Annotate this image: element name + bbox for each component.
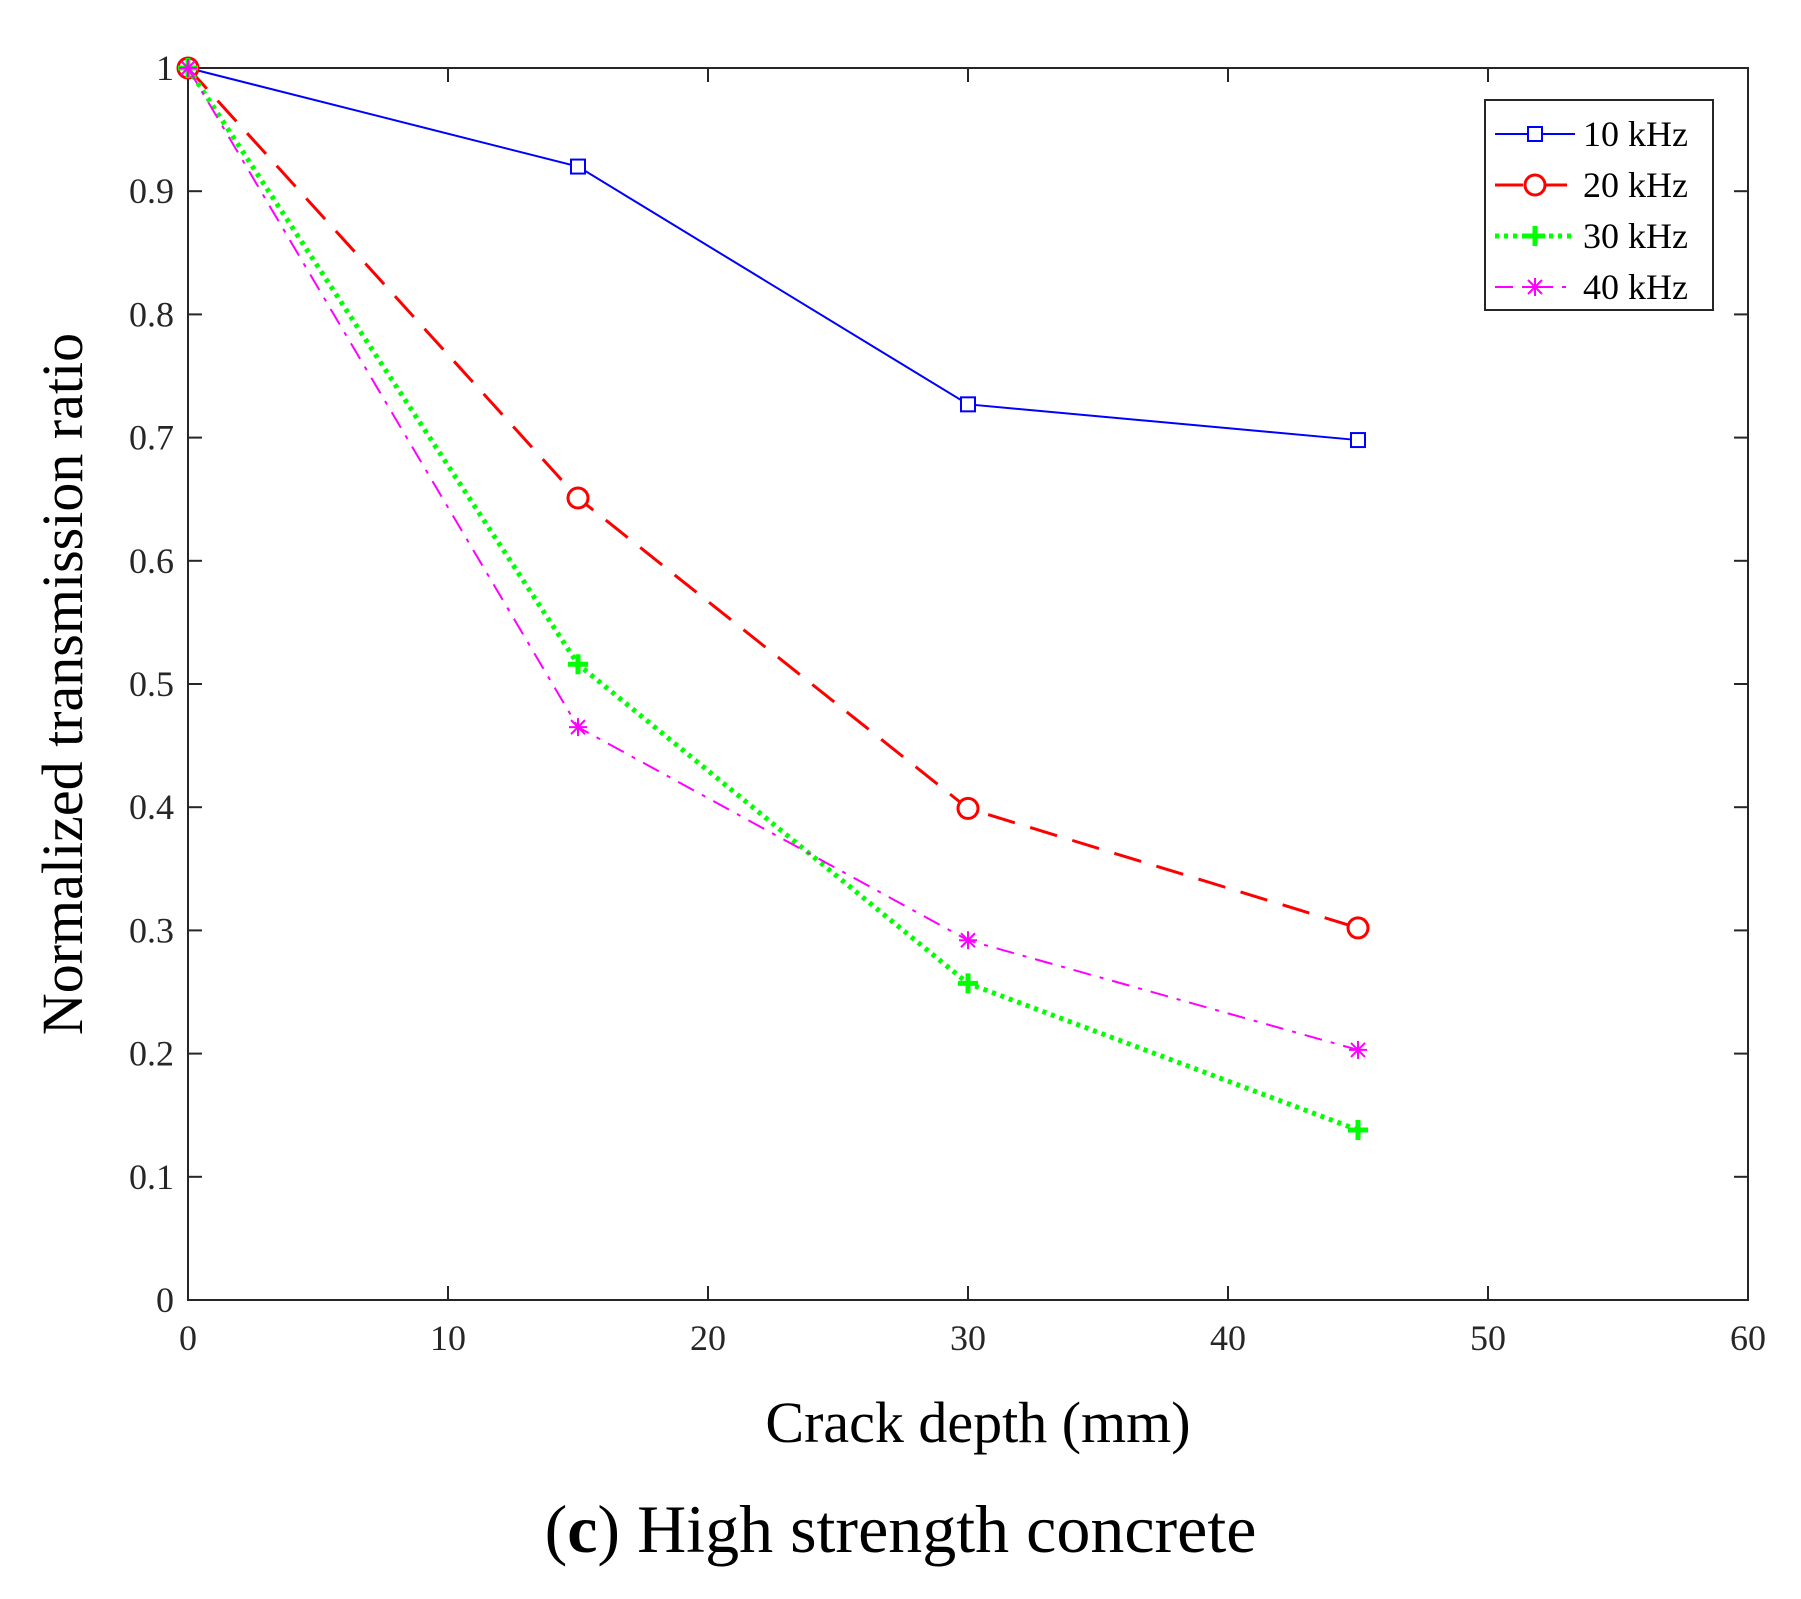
y-tick-label: 0.1 xyxy=(129,1157,174,1197)
legend-marker-10-khz xyxy=(1527,126,1543,142)
data-point-30-khz xyxy=(1348,1119,1368,1140)
legend-label-10-khz: 10 kHz xyxy=(1583,114,1688,154)
legend-entry-40-khz: 40 kHz xyxy=(1495,267,1688,307)
caption-open-paren: ( xyxy=(544,1491,568,1567)
marker-square xyxy=(1527,126,1543,142)
series-20-khz xyxy=(176,56,1370,940)
legend-entry-10-khz: 10 kHz xyxy=(1495,114,1688,154)
x-tick-label: 10 xyxy=(430,1318,466,1358)
marker-square xyxy=(570,158,586,175)
y-tick-label: 0.2 xyxy=(129,1034,174,1074)
legend-label-40-khz: 40 kHz xyxy=(1583,267,1688,307)
legend-entry-30-khz: 30 kHz xyxy=(1495,216,1688,256)
data-point-40-khz xyxy=(179,59,197,77)
data-point-10-khz xyxy=(570,158,586,175)
marker-circle xyxy=(1346,916,1370,940)
caption-close-paren: ) xyxy=(597,1491,621,1567)
y-tick-label: 0.8 xyxy=(129,294,174,334)
data-point-30-khz xyxy=(568,654,588,675)
x-tick-label: 20 xyxy=(690,1318,726,1358)
x-tick-label: 30 xyxy=(950,1318,986,1358)
figure-caption: (c) High strength concrete xyxy=(0,1495,1801,1563)
y-tick-label: 0.4 xyxy=(129,787,174,827)
legend-marker-40-khz xyxy=(1526,278,1544,296)
y-tick-label: 0.6 xyxy=(129,541,174,581)
marker-circle xyxy=(1523,173,1547,197)
marker-square xyxy=(960,396,976,413)
x-tick-label: 0 xyxy=(179,1318,197,1358)
data-point-20-khz xyxy=(956,796,980,820)
y-axis-title: Normalized transmission ratio xyxy=(30,333,95,1035)
y-tick-label: 0.5 xyxy=(129,664,174,704)
series-line-10-khz xyxy=(187,67,1359,442)
x-tick-label: 50 xyxy=(1470,1318,1506,1358)
series-line-20-khz xyxy=(186,66,1359,930)
series-line-40-khz xyxy=(187,67,1359,1051)
axes: 0 10 20 30 40 50 60 0 0.1 0.2 0.3 0.4 0.5 0.6 0.7 0.8 0.… xyxy=(30,48,1766,1455)
data-point-20-khz xyxy=(1346,916,1370,940)
y-tick-label: 1 xyxy=(156,48,174,88)
legend-label-20-khz: 20 kHz xyxy=(1583,165,1688,205)
marker-circle xyxy=(956,796,980,820)
marker-ast-d2 xyxy=(1527,279,1543,295)
legend: 10 kHz 20 kHz 30 kHz 40 kHz xyxy=(1484,99,1714,311)
series-line-30-khz xyxy=(185,66,1359,1133)
y-tick-label: 0 xyxy=(156,1280,174,1320)
line-chart: 0 10 20 30 40 50 60 0 0.1 0.2 0.3 0.4 0.5 0.6 0.7 0.8 0.… xyxy=(30,48,1766,1455)
x-axis-title: Crack depth (mm) xyxy=(765,1390,1190,1455)
caption-letter: c xyxy=(567,1491,598,1567)
data-point-10-khz xyxy=(960,396,976,413)
series-group xyxy=(176,56,1370,1140)
y-tick-label: 0.9 xyxy=(129,171,174,211)
data-point-40-khz xyxy=(959,931,977,950)
marker-circle xyxy=(566,486,590,510)
marker-ast-d2 xyxy=(960,932,976,948)
marker-ast-d2 xyxy=(1350,1042,1366,1058)
data-point-20-khz xyxy=(566,486,590,510)
x-tick-label: 40 xyxy=(1210,1318,1246,1358)
series-10-khz xyxy=(180,60,1366,449)
legend-marker-30-khz xyxy=(1525,226,1545,246)
legend-entry-20-khz: 20 kHz xyxy=(1495,165,1688,205)
x-tick-label: 60 xyxy=(1730,1318,1766,1358)
marker-square xyxy=(1350,432,1366,449)
y-tick-label: 0.7 xyxy=(129,418,174,458)
data-point-40-khz xyxy=(569,718,587,737)
legend-label-30-khz: 30 kHz xyxy=(1583,216,1688,256)
marker-ast-d2 xyxy=(570,719,586,735)
caption-text: High strength concrete xyxy=(620,1491,1257,1567)
legend-marker-20-khz xyxy=(1523,173,1547,197)
series-30-khz xyxy=(178,58,1368,1140)
data-point-40-khz xyxy=(1349,1040,1367,1059)
series-40-khz xyxy=(179,59,1367,1059)
marker-ast-d2 xyxy=(180,60,196,76)
data-point-10-khz xyxy=(1350,432,1366,449)
data-point-30-khz xyxy=(958,973,978,994)
y-tick-label: 0.3 xyxy=(129,910,174,950)
